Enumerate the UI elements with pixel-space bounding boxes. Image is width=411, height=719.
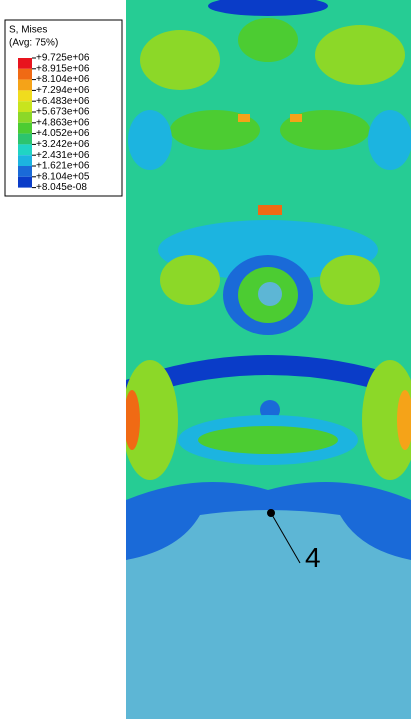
legend-swatch <box>18 58 32 69</box>
contour-plot <box>122 0 411 719</box>
legend-label: +4.052e+06 <box>36 128 90 139</box>
legend-swatch <box>18 90 32 101</box>
legend-swatch <box>18 155 32 166</box>
legend-swatch <box>18 144 32 155</box>
legend-swatch <box>18 101 32 112</box>
annotation-label: 4 <box>305 542 321 573</box>
legend-swatch <box>18 112 32 123</box>
legend-swatch <box>18 123 32 134</box>
legend-label: +8.045e-08 <box>36 182 87 193</box>
legend-swatch <box>18 177 32 188</box>
legend-swatch <box>18 134 32 145</box>
legend-label: +6.483e+06 <box>36 96 90 107</box>
legend-label: +2.431e+06 <box>36 150 90 161</box>
legend-swatch <box>18 166 32 177</box>
legend-label: +5.673e+06 <box>36 107 90 118</box>
legend-label: +3.242e+06 <box>36 139 90 150</box>
legend-label: +1.621e+06 <box>36 161 90 172</box>
legend-label: +4.863e+06 <box>36 117 90 128</box>
legend-title: S, Mises <box>9 25 47 36</box>
legend-subtitle: (Avg: 75%) <box>9 38 58 49</box>
legend-swatch <box>18 69 32 80</box>
legend: +9.725e+06+8.915e+06+8.104e+06+7.294e+06… <box>18 53 90 194</box>
legend-swatch <box>18 80 32 91</box>
legend-label: +8.104e+06 <box>36 74 90 85</box>
viewport: S, Mises (Avg: 75%) +9.725e+06+8.915e+06… <box>0 0 411 719</box>
legend-label: +8.104e+05 <box>36 171 90 182</box>
legend-label: +9.725e+06 <box>36 53 90 64</box>
legend-label: +7.294e+06 <box>36 85 90 96</box>
legend-label: +8.915e+06 <box>36 63 90 74</box>
